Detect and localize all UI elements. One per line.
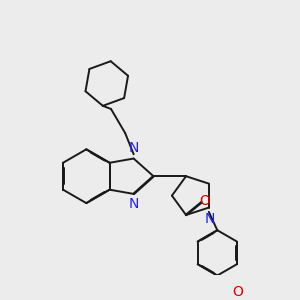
Text: O: O xyxy=(232,285,243,299)
Text: N: N xyxy=(129,197,140,211)
Text: N: N xyxy=(205,212,215,226)
Text: O: O xyxy=(200,194,210,208)
Text: N: N xyxy=(129,141,140,155)
